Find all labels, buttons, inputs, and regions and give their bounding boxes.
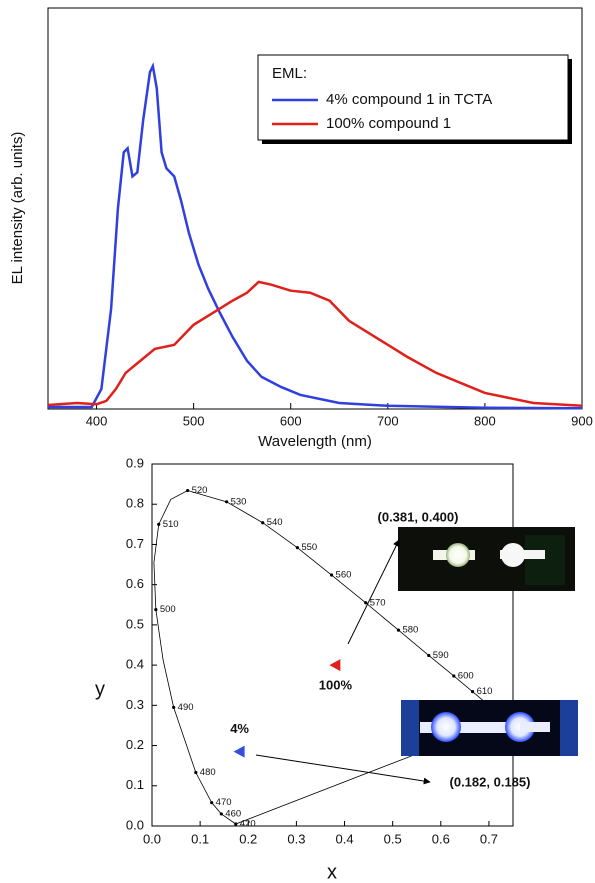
x-tick-label: 800 bbox=[474, 413, 496, 428]
y-tick-label: 0.5 bbox=[126, 616, 144, 631]
wavelength-label: 570 bbox=[370, 597, 386, 608]
x-axis-label: Wavelength (nm) bbox=[258, 433, 372, 450]
wavelength-label: 470 bbox=[216, 797, 232, 808]
locus-point bbox=[364, 601, 368, 605]
wavelength-label: 530 bbox=[231, 496, 247, 507]
locus-point bbox=[261, 521, 265, 525]
legend-box bbox=[257, 54, 569, 141]
x-tick-label: 700 bbox=[377, 413, 399, 428]
locus-point bbox=[329, 573, 334, 577]
wavelength-label: 540 bbox=[267, 517, 283, 528]
locus-point bbox=[225, 500, 229, 504]
x-tick-label: 0.6 bbox=[432, 831, 450, 846]
legend-label: 100% compound 1 bbox=[326, 115, 451, 132]
wavelength-label: 600 bbox=[458, 670, 474, 681]
x-tick-label: 0.1 bbox=[191, 831, 209, 846]
legend-label: 4% compound 1 in TCTA bbox=[326, 91, 492, 108]
photo-4 bbox=[401, 700, 578, 756]
wavelength-label: 490 bbox=[178, 702, 194, 713]
wavelength-label: 560 bbox=[336, 570, 352, 581]
top-chart: 400 500 600 700 800 900 bbox=[47, 62, 593, 428]
y-tick-label: 0.9 bbox=[126, 455, 144, 470]
x-tick-label: 0.7 bbox=[480, 831, 498, 846]
wavelength-label: 420 bbox=[240, 819, 256, 830]
wavelength-label: 500 bbox=[160, 604, 176, 615]
wavelength-label: 480 bbox=[200, 767, 216, 778]
arrow-100 bbox=[347, 539, 400, 645]
locus-point bbox=[210, 801, 214, 805]
locus-point bbox=[186, 488, 190, 493]
x-tick-label: 400 bbox=[86, 413, 108, 428]
y-tick-label: 0.8 bbox=[126, 496, 144, 511]
wavelength-label: 580 bbox=[402, 625, 418, 636]
x-tick-label: 500 bbox=[183, 413, 205, 428]
locus-point bbox=[452, 674, 456, 678]
locus-point bbox=[427, 653, 431, 658]
locus-point bbox=[396, 628, 401, 632]
locus-point bbox=[154, 608, 158, 612]
locus-point bbox=[234, 822, 238, 826]
x-axis-label: x bbox=[327, 861, 337, 883]
y-tick-label: 0.6 bbox=[126, 576, 144, 591]
series-line bbox=[47, 280, 583, 408]
y-tick-label: 0.4 bbox=[126, 657, 144, 672]
coordinate-label: (0.182, 0.185) bbox=[450, 774, 531, 789]
x-tick-label: 0.5 bbox=[384, 831, 402, 846]
point-label: 100% bbox=[319, 678, 353, 693]
locus-point bbox=[194, 770, 198, 775]
y-tick-label: 0.3 bbox=[126, 697, 144, 712]
y-tick-label: 0.2 bbox=[126, 737, 144, 752]
legend-title: EML: bbox=[272, 65, 307, 82]
wavelength-label: 550 bbox=[301, 542, 317, 553]
y-tick-label: 0.1 bbox=[126, 777, 144, 792]
locus-point bbox=[295, 546, 299, 550]
series-line bbox=[48, 62, 583, 410]
locus-point bbox=[172, 705, 176, 709]
locus-point bbox=[219, 812, 223, 816]
legend: 4% compound 1 in TCTA 100% compound 1 bbox=[272, 91, 492, 132]
cie-frame bbox=[151, 463, 514, 827]
wavelength-label: 460 bbox=[225, 808, 241, 819]
coordinate-label: (0.381, 0.400) bbox=[378, 509, 459, 524]
x-tick-label: 0.0 bbox=[143, 831, 161, 846]
color-point bbox=[329, 659, 341, 672]
arrow-4 bbox=[255, 754, 431, 785]
wavelength-label: 520 bbox=[192, 485, 208, 496]
photo-100 bbox=[398, 527, 575, 591]
wavelength-label: 590 bbox=[433, 650, 449, 661]
y-tick-label: 0.7 bbox=[126, 536, 144, 551]
x-tick-label: 600 bbox=[280, 413, 302, 428]
cie-chart: 0.0 0.1 0.2 0.3 0.4 0.5 0.6 0.7 0.0 0.1 0.2 0.3 0.4 0… bbox=[126, 455, 531, 846]
locus-point bbox=[470, 690, 475, 694]
x-tick-label: 0.4 bbox=[335, 831, 353, 846]
locus-point bbox=[157, 522, 161, 526]
y-axis-label: EL intensity (arb. units) bbox=[9, 132, 26, 285]
x-tick-label: 0.2 bbox=[239, 831, 257, 846]
plot-frame bbox=[47, 7, 583, 410]
wavelength-label: 510 bbox=[163, 519, 179, 530]
wavelength-label: 610 bbox=[477, 686, 493, 697]
x-tick-label: 900 bbox=[571, 413, 593, 428]
point-label: 4% bbox=[230, 721, 249, 736]
color-point bbox=[233, 745, 245, 758]
x-tick-label: 0.3 bbox=[287, 831, 305, 846]
y-axis-label: y bbox=[95, 678, 105, 700]
y-tick-label: 0.0 bbox=[126, 817, 144, 832]
